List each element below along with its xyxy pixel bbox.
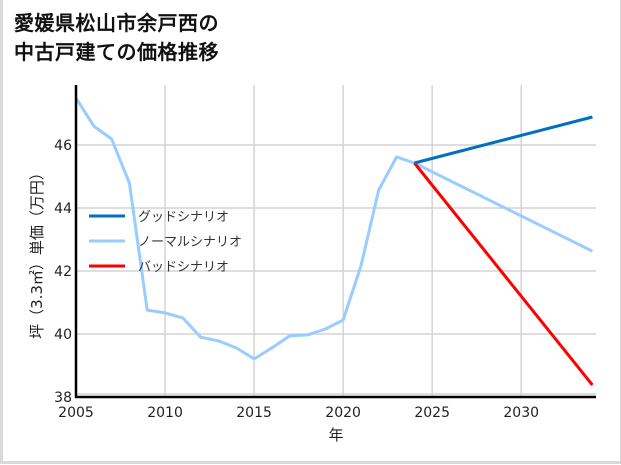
- chart-title: 愛媛県松山市余戸西の 中古戸建ての価格推移: [14, 9, 219, 67]
- series-line-2: [413, 162, 594, 386]
- x-tick-label: 2020: [325, 405, 361, 421]
- y-tick-label: 40: [54, 327, 72, 343]
- y-tick-label: 38: [54, 390, 72, 406]
- y-tick-label: 42: [54, 264, 72, 280]
- series-line-0: [414, 115, 593, 165]
- gridlines: [76, 85, 596, 397]
- y-tick-label: 44: [54, 201, 72, 217]
- series-lines: [74, 97, 594, 386]
- legend-label-1: ノーマルシナリオ: [138, 235, 242, 250]
- x-tick-label: 2030: [503, 405, 539, 421]
- x-tick-label: 2010: [147, 405, 183, 421]
- series-line-1: [74, 97, 594, 361]
- chart-title-line1: 愛媛県松山市余戸西の: [14, 11, 219, 35]
- x-tick-label: 2005: [58, 405, 94, 421]
- y-axis-label: 坪（3.3㎡）単価（万円）: [28, 165, 46, 339]
- tick-labels: 2005 2010 2015 2020 2025 2030 38 40 42 44 46: [54, 138, 539, 421]
- x-axis-label: 年: [328, 426, 343, 444]
- y-tick-label: 46: [54, 138, 72, 154]
- legend-label-2: バッドシナリオ: [138, 260, 229, 275]
- x-tick-label: 2025: [414, 405, 450, 421]
- axes: [74, 85, 596, 399]
- x-tick-label: 2015: [236, 405, 272, 421]
- chart-title-line2: 中古戸建ての価格推移: [14, 40, 219, 64]
- legend-label-0: グッドシナリオ: [138, 210, 229, 225]
